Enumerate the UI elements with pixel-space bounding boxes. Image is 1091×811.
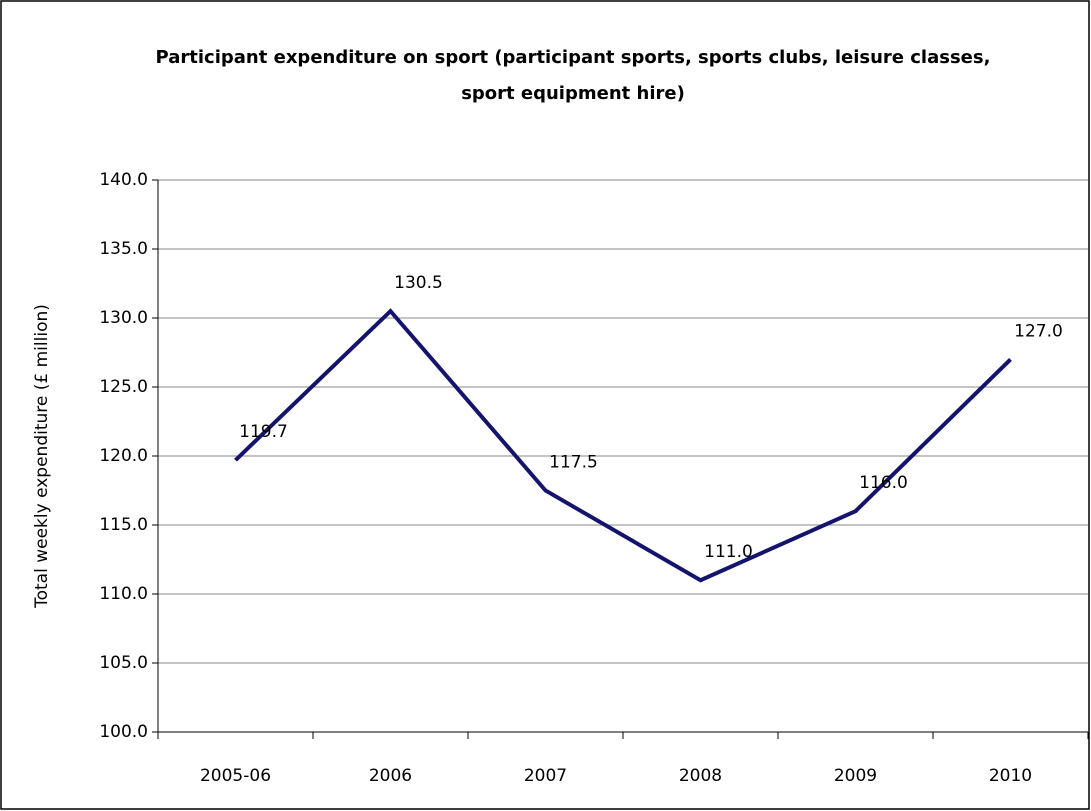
- data-label: 111.0: [704, 542, 753, 562]
- x-tick-label: 2009: [834, 766, 877, 786]
- data-label: 127.0: [1014, 321, 1063, 341]
- x-tick-label: 2006: [369, 766, 412, 786]
- x-tick-label: 2007: [524, 766, 567, 786]
- y-tick-label: 120.0: [99, 446, 148, 466]
- data-label: 117.5: [549, 453, 598, 473]
- y-tick-label: 135.0: [99, 239, 148, 259]
- x-tick-label: 2008: [679, 766, 722, 786]
- y-tick-label: 105.0: [99, 653, 148, 673]
- y-axis-label: Total weekly expenditure (£ million): [32, 304, 52, 609]
- y-tick-label: 125.0: [99, 377, 148, 397]
- x-tick-label: 2010: [989, 766, 1032, 786]
- y-tick-label: 140.0: [99, 170, 148, 190]
- data-label: 116.0: [859, 473, 908, 493]
- y-tick-label: 100.0: [99, 722, 148, 742]
- chart-title: Participant expenditure on sport (partic…: [155, 47, 991, 104]
- y-tick-label: 115.0: [99, 515, 148, 535]
- line: [234, 308, 1012, 583]
- y-tick-label: 130.0: [99, 308, 148, 328]
- data-label: 130.5: [394, 273, 443, 293]
- y-tick-label: 110.0: [99, 584, 148, 604]
- x-tick-label: 2005-06: [200, 766, 271, 786]
- data-label: 119.7: [239, 422, 288, 442]
